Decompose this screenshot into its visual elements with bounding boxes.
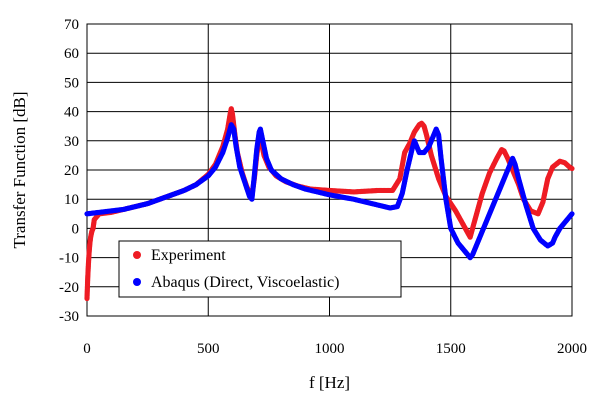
- y-tick-label: 0: [72, 221, 80, 237]
- y-tick-labels: -30 -20 -10 0 10 20 30 40 50 60 70: [59, 17, 79, 325]
- y-axis-title: Transfer Function [dB]: [10, 91, 29, 248]
- legend-label-abaqus: Abaqus (Direct, Viscoelastic): [151, 274, 339, 291]
- x-axis-title: f [Hz]: [309, 373, 350, 392]
- y-tick-label: -10: [59, 251, 79, 267]
- data-point: [569, 165, 575, 172]
- x-tick-label: 1000: [315, 341, 345, 357]
- legend-box: [118, 240, 402, 298]
- y-tick-label: 30: [64, 134, 79, 150]
- series-layer: [84, 106, 575, 302]
- series-abaqus: [84, 122, 575, 261]
- data-point: [569, 211, 575, 217]
- legend: Experiment Abaqus (Direct, Viscoelastic): [118, 240, 402, 298]
- y-tick-label: 70: [64, 17, 79, 33]
- y-tick-label: 10: [64, 192, 79, 208]
- y-tick-label: 40: [64, 105, 79, 121]
- x-tick-label: 1500: [436, 341, 466, 357]
- legend-marker-experiment: [133, 251, 141, 259]
- y-tick-label: 50: [64, 75, 79, 91]
- legend-marker-abaqus: [133, 278, 141, 286]
- x-tick-labels: 0 500 1000 1500 2000: [83, 341, 587, 357]
- x-tick-label: 0: [83, 341, 91, 357]
- y-tick-label: 20: [64, 163, 79, 179]
- legend-label-experiment: Experiment: [151, 247, 226, 264]
- x-tick-label: 2000: [557, 341, 587, 357]
- y-tick-label: 60: [64, 46, 79, 62]
- y-tick-label: -20: [59, 280, 79, 296]
- y-tick-label: -30: [59, 309, 79, 325]
- x-tick-label: 500: [197, 341, 220, 357]
